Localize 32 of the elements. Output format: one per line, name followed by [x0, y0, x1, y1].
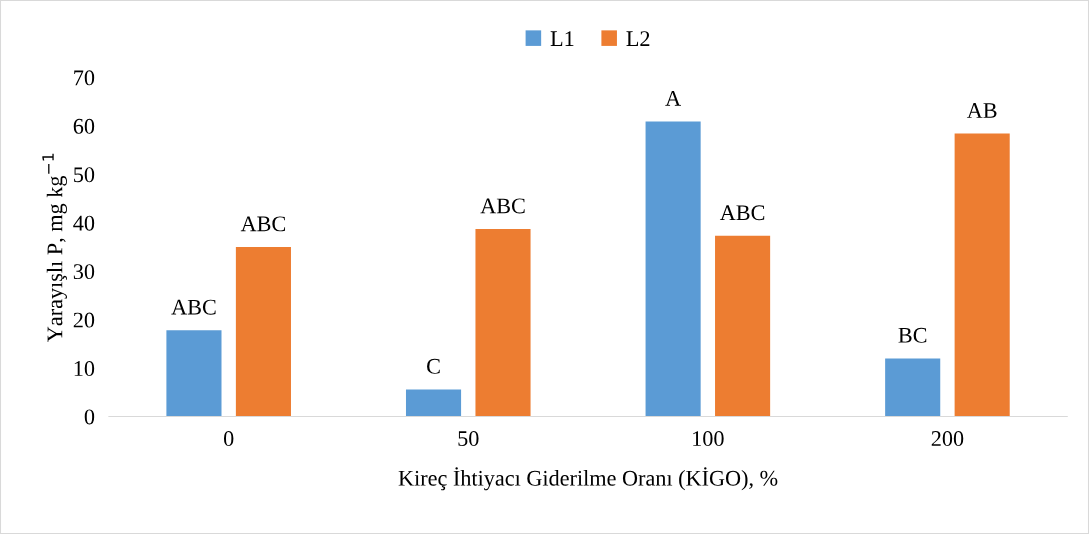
legend-label: L1	[550, 31, 574, 46]
data-label: C	[427, 358, 440, 374]
x-tick-label: 0	[223, 431, 234, 447]
y-axis-title: Yarayışlı P, mg kg$^{−1}$	[42, 153, 67, 342]
bar	[235, 246, 291, 417]
data-label: ABC	[240, 216, 286, 232]
data-label: ABC	[719, 205, 765, 221]
y-tick-label: 60	[73, 118, 95, 134]
y-tick-label: 20	[73, 312, 95, 328]
data-label: ABC	[171, 299, 216, 315]
y-tick-label: 0	[84, 409, 95, 425]
y-tick-label: 70	[74, 70, 95, 86]
x-axis-title: Kireç İhtiyacı Giderilme Oranı (KİGO), %	[398, 467, 778, 491]
bar	[166, 330, 222, 417]
data-label: BC	[898, 327, 927, 343]
x-tick-label: 50	[458, 431, 479, 447]
bar	[954, 133, 1010, 417]
x-tick-label: 100	[693, 431, 724, 447]
bar	[645, 121, 701, 417]
y-tick-label: 50	[74, 167, 95, 183]
y-tick-label: 10	[74, 361, 95, 377]
bar	[405, 389, 462, 417]
x-tick-label: 200	[931, 431, 964, 447]
data-label: A	[665, 91, 681, 106]
data-label: ABC	[480, 198, 525, 214]
bar	[715, 235, 771, 417]
legend-label: L2	[626, 31, 650, 46]
bar	[885, 358, 941, 417]
bar	[475, 229, 531, 417]
y-tick-label: 30	[73, 264, 95, 280]
data-label: AB	[966, 103, 997, 118]
y-tick-label: 40	[73, 215, 95, 231]
